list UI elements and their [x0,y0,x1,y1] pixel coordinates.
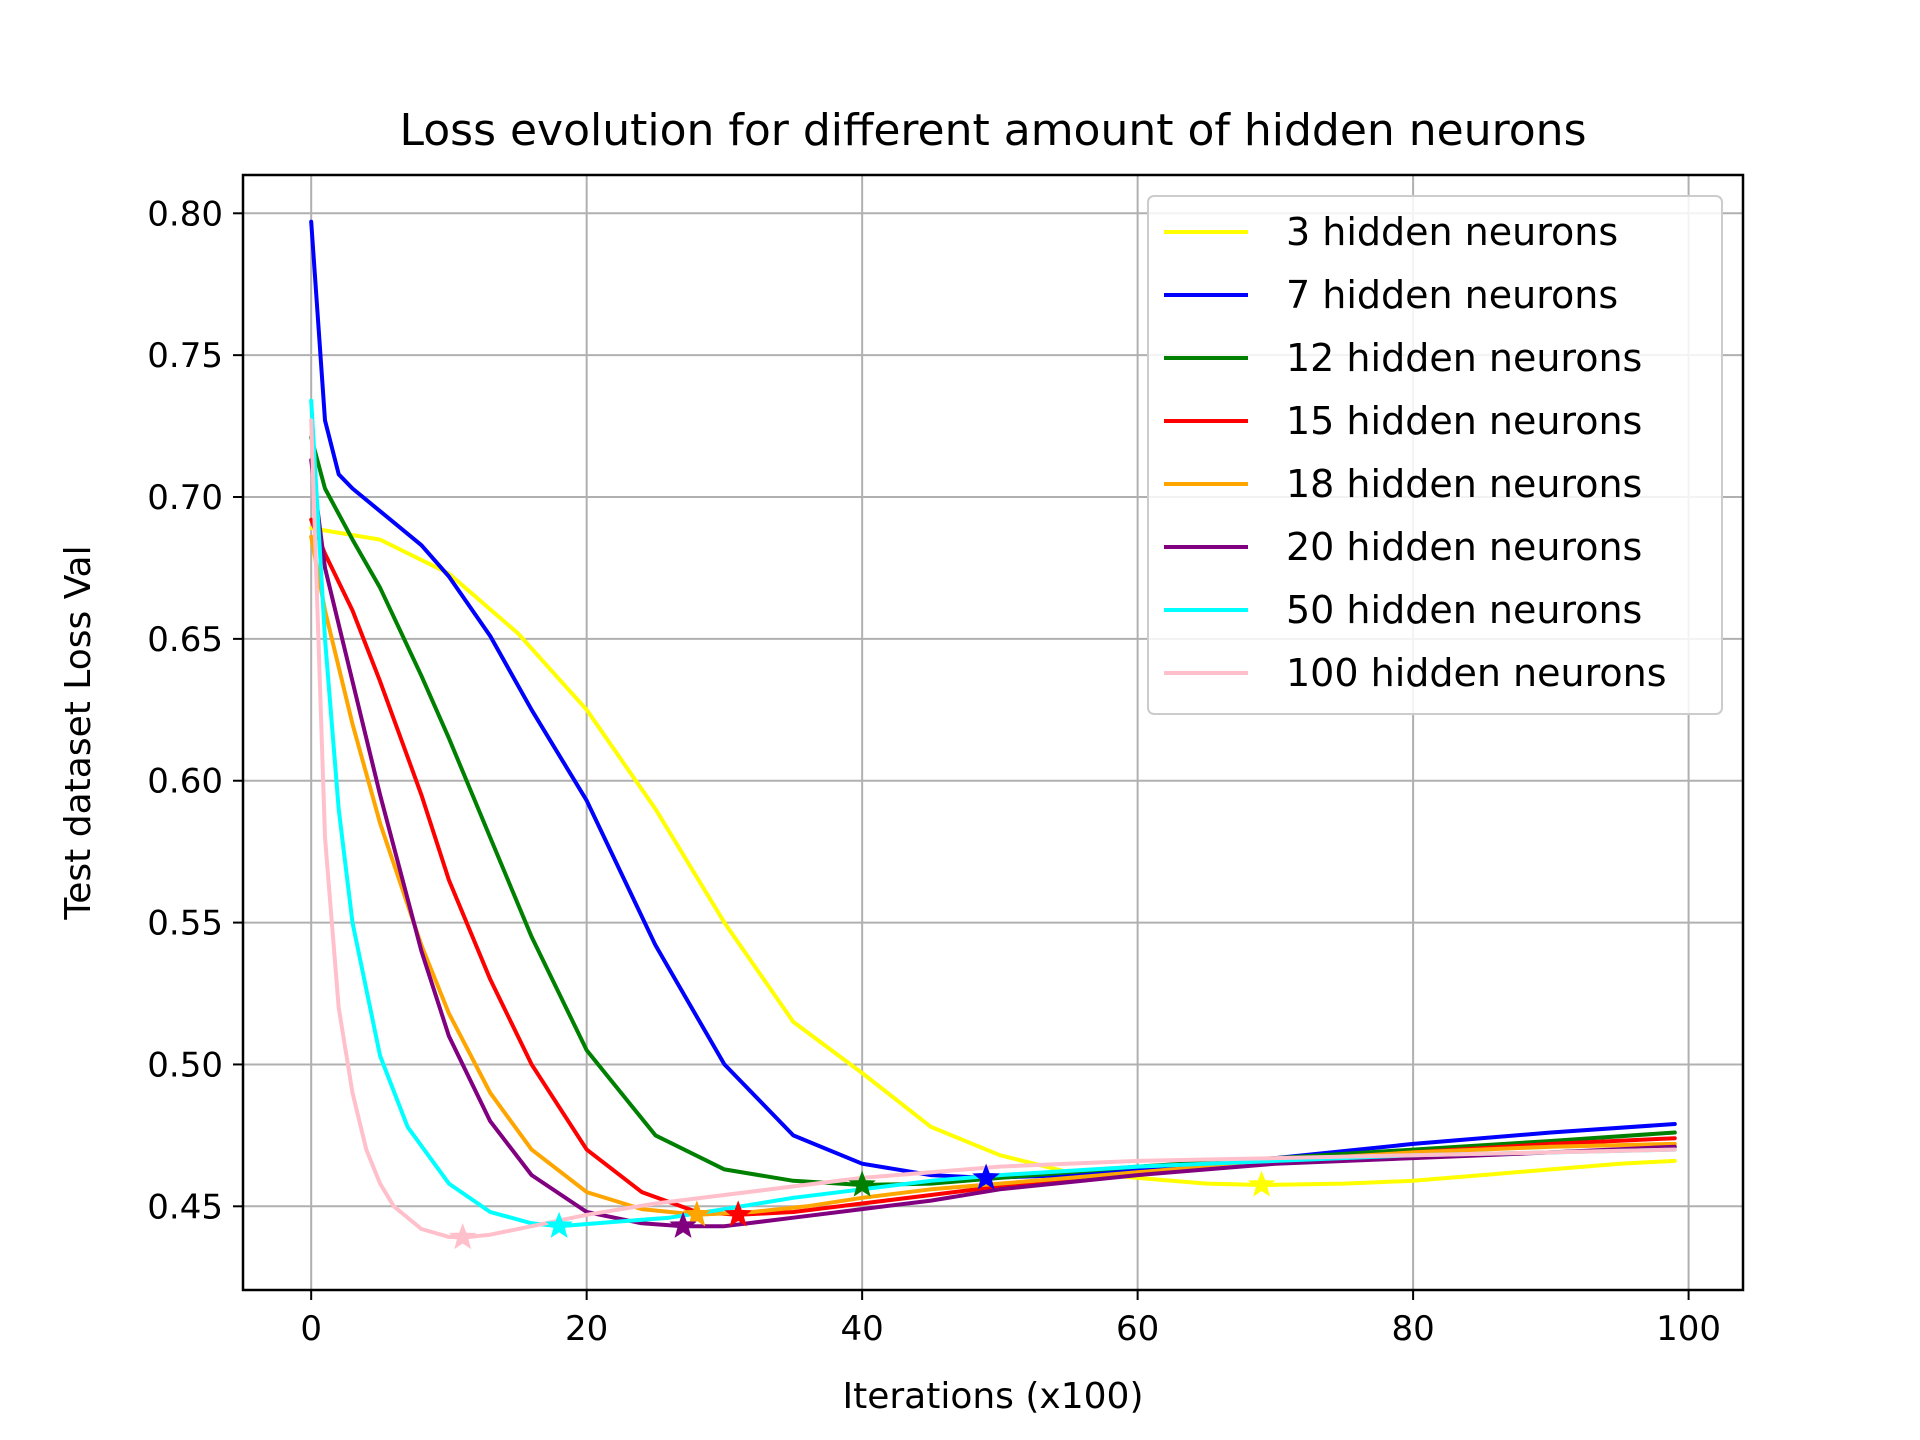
legend-label-3: 12 hidden neurons [1286,336,1642,380]
y-tick-label: 0.60 [147,762,223,802]
x-tick-label: 0 [300,1309,322,1349]
min-marker-star-6 [669,1211,697,1238]
y-tick-label: 0.50 [147,1045,223,1085]
x-tick-label: 100 [1656,1309,1721,1349]
chart-title: Loss evolution for different amount of h… [399,105,1586,156]
min-marker-star-8 [448,1223,477,1250]
legend-items: 3 hidden neurons 7 hidden neurons 12 hidde… [1164,210,1667,695]
y-tick-label: 0.55 [147,904,223,944]
legend-label-1: 3 hidden neurons [1286,210,1618,254]
legend-label-6: 20 hidden neurons [1286,525,1642,569]
min-marker-star-3 [848,1170,876,1197]
x-tick-label: 40 [841,1309,884,1349]
legend-label-4: 15 hidden neurons [1286,399,1642,443]
x-tick-label: 20 [565,1309,608,1349]
legend-label-7: 50 hidden neurons [1286,588,1642,632]
min-marker-star-5 [683,1200,711,1227]
y-tick-label: 0.70 [147,478,223,518]
y-axis-label: Test dataset Loss Val [58,545,99,920]
min-marker-star-4 [724,1200,752,1227]
min-marker-star-2 [972,1163,1000,1190]
y-tick-label: 0.45 [147,1187,223,1227]
min-marker-star-1 [1247,1170,1276,1197]
y-tick-label: 0.65 [147,620,223,660]
series-line-1 [309,526,1677,1187]
series-line-8 [309,418,1677,1240]
x-tick-label: 60 [1116,1309,1159,1349]
axis-ticks: 0 20 40 60 80 100 0.45 0.50 0.55 0.60 0.65 0.70 0.75… [147,194,1721,1349]
legend-label-8: 100 hidden neurons [1286,651,1667,695]
legend-label-2: 7 hidden neurons [1286,273,1618,317]
legend: 3 hidden neurons 7 hidden neurons 12 hidde… [1147,195,1723,715]
y-tick-label: 0.80 [147,194,223,234]
plot-frame [241,173,1745,1292]
minimum-markers [448,1163,1276,1250]
x-tick-label: 80 [1391,1309,1434,1349]
legend-box [1147,195,1723,715]
legend-label-5: 18 hidden neurons [1286,462,1642,506]
series-line-7 [309,398,1677,1229]
min-marker-star-7 [545,1211,573,1238]
y-tick-label: 0.75 [147,336,223,376]
x-axis-label: Iterations (x100) [842,1376,1143,1417]
